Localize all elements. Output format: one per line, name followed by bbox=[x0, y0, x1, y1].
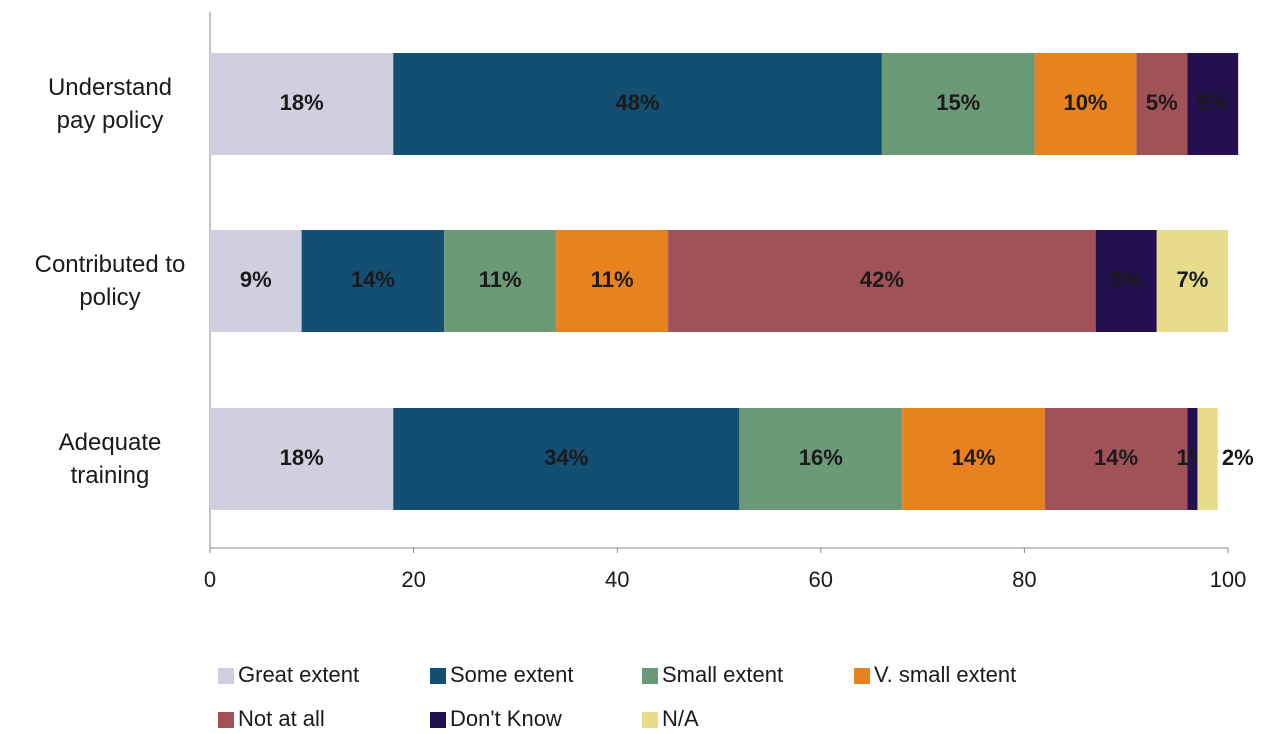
bar-segment bbox=[1044, 408, 1188, 510]
bar-segment bbox=[668, 230, 1096, 332]
data-label: 34% bbox=[544, 445, 588, 470]
legend-label: Not at all bbox=[238, 706, 325, 731]
data-label: 42% bbox=[860, 267, 904, 292]
x-tick-label: 80 bbox=[1012, 567, 1036, 592]
bar-segment bbox=[301, 230, 445, 332]
data-label: 15% bbox=[936, 90, 980, 115]
x-tick-label: 60 bbox=[809, 567, 833, 592]
data-label: 16% bbox=[799, 445, 843, 470]
legend-label: Great extent bbox=[238, 662, 359, 687]
bar-segment bbox=[1095, 230, 1157, 332]
data-label: 48% bbox=[616, 90, 660, 115]
legend-swatch bbox=[854, 668, 870, 684]
bar-segment bbox=[210, 408, 394, 510]
bar-segment bbox=[1156, 230, 1228, 332]
data-label: 9% bbox=[240, 267, 272, 292]
legend-label: N/A bbox=[662, 706, 699, 731]
x-tick-label: 20 bbox=[401, 567, 425, 592]
data-label: 18% bbox=[280, 90, 324, 115]
bar-segment bbox=[444, 230, 557, 332]
bar-segment bbox=[1034, 53, 1137, 155]
category-label: Adequate training bbox=[58, 429, 162, 489]
bar-segment bbox=[1136, 53, 1188, 155]
legend-swatch bbox=[430, 712, 446, 728]
legend-swatch bbox=[642, 712, 658, 728]
legend-swatch bbox=[218, 668, 234, 684]
category-label: Contributed to policy bbox=[34, 251, 186, 311]
data-label: 14% bbox=[951, 445, 995, 470]
legend-label: Some extent bbox=[450, 662, 574, 687]
bar-segment bbox=[1187, 408, 1198, 510]
x-tick-label: 0 bbox=[204, 567, 216, 592]
data-label: 6% bbox=[1110, 267, 1142, 292]
legend-swatch bbox=[642, 668, 658, 684]
x-tick-label: 40 bbox=[605, 567, 629, 592]
bar-segment bbox=[881, 53, 1035, 155]
data-label: 10% bbox=[1063, 90, 1107, 115]
bar-segment bbox=[1187, 53, 1239, 155]
bar-segment bbox=[556, 230, 669, 332]
bar-segment bbox=[210, 230, 302, 332]
data-label: 11% bbox=[479, 267, 522, 292]
legend-swatch bbox=[430, 668, 446, 684]
x-tick-label: 100 bbox=[1210, 567, 1247, 592]
bar-segment bbox=[1197, 408, 1218, 510]
bar-segment bbox=[393, 53, 882, 155]
data-label: 18% bbox=[280, 445, 324, 470]
legend-label: Small extent bbox=[662, 662, 783, 687]
legend-swatch bbox=[218, 712, 234, 728]
legend-label: Don't Know bbox=[450, 706, 562, 731]
data-label: 5% bbox=[1146, 90, 1178, 115]
data-label: 5% bbox=[1197, 90, 1229, 115]
legend-label: V. small extent bbox=[874, 662, 1016, 687]
data-label: 11% bbox=[591, 267, 634, 292]
bar-segment bbox=[902, 408, 1045, 510]
bar-segment bbox=[393, 408, 740, 510]
bar-segment bbox=[739, 408, 903, 510]
data-label: 14% bbox=[351, 267, 395, 292]
data-label: 2% bbox=[1222, 445, 1254, 470]
data-label: 7% bbox=[1176, 267, 1208, 292]
bar-segment bbox=[210, 53, 394, 155]
category-label: Understand pay policy bbox=[47, 74, 173, 134]
data-label: 14% bbox=[1094, 445, 1138, 470]
